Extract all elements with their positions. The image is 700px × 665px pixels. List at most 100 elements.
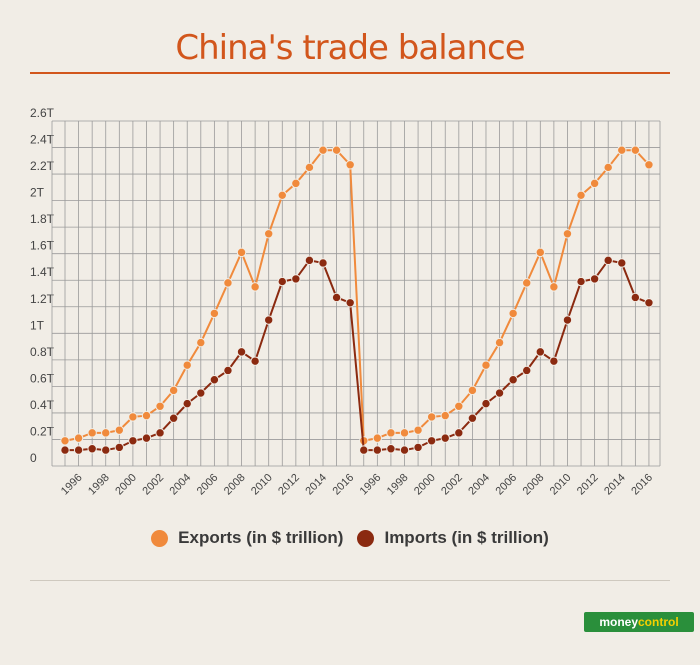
- legend-swatch-exports: [151, 529, 169, 547]
- y-tick-label: 0.2T: [30, 424, 55, 438]
- chart-legend: Exports (in $ trillion) Imports (in $ tr…: [0, 528, 700, 548]
- footer-divider: [30, 580, 670, 581]
- data-point-exports: [223, 278, 233, 288]
- data-point-imports: [304, 255, 315, 266]
- x-tick-label: 1998: [385, 472, 411, 498]
- data-point-exports: [196, 337, 206, 348]
- data-point-exports: [644, 160, 654, 170]
- data-point-imports: [250, 356, 260, 366]
- data-point-exports: [372, 433, 383, 443]
- x-tick-label: 2002: [140, 472, 166, 498]
- data-point-exports: [454, 401, 464, 411]
- data-point-imports: [481, 398, 491, 409]
- data-point-imports: [87, 444, 97, 454]
- data-point-imports: [508, 375, 518, 385]
- data-point-exports: [426, 412, 437, 422]
- y-tick-label: 0.8T: [30, 345, 55, 359]
- x-tick-label: 2006: [493, 472, 519, 498]
- data-point-exports: [576, 190, 586, 201]
- data-point-imports: [454, 428, 464, 438]
- data-point-exports: [345, 160, 355, 170]
- data-point-exports: [603, 162, 613, 173]
- data-point-imports: [589, 274, 600, 284]
- data-point-imports: [101, 445, 111, 455]
- y-tick-label: 1T: [30, 318, 45, 332]
- data-point-imports: [141, 433, 152, 443]
- data-point-exports: [440, 410, 450, 421]
- x-tick-label: 2016: [629, 472, 655, 498]
- data-point-exports: [114, 425, 125, 435]
- brand-logo-part1: money: [599, 615, 638, 629]
- x-tick-label: 2012: [575, 472, 601, 498]
- y-tick-label: 1.8T: [30, 212, 55, 226]
- legend-label-imports: Imports (in $ trillion): [384, 528, 549, 547]
- legend-item-exports: Exports (in $ trillion): [151, 528, 343, 548]
- x-tick-label: 1996: [358, 472, 384, 498]
- data-point-imports: [114, 442, 125, 453]
- x-tick-label: 2000: [113, 472, 139, 498]
- data-point-exports: [549, 282, 559, 292]
- y-tick-label: 1.4T: [30, 265, 55, 279]
- data-point-exports: [277, 190, 287, 201]
- x-tick-label: 2010: [249, 472, 275, 498]
- data-point-exports: [291, 178, 301, 189]
- line-chart: 0 0.2T 0.4T 0.6T 0.8T 1T 1.2T 1.4T 1.6T 1.8T 2T 2.2…: [30, 106, 661, 498]
- data-point-imports: [155, 428, 165, 438]
- y-tick-label: 1.2T: [30, 292, 55, 306]
- data-point-imports: [617, 258, 627, 268]
- y-tick-label: 2T: [30, 186, 45, 200]
- data-point-exports: [141, 410, 152, 421]
- data-point-imports: [535, 347, 545, 357]
- series-line-exports: [64, 149, 650, 442]
- x-tick-label: 2004: [466, 472, 492, 498]
- data-point-imports: [399, 445, 410, 455]
- data-point-imports: [440, 433, 450, 443]
- data-point-imports: [264, 315, 274, 325]
- y-tick-label: 0.6T: [30, 371, 55, 385]
- data-point-imports: [603, 255, 613, 266]
- data-point-imports: [386, 444, 396, 454]
- data-point-exports: [522, 278, 532, 288]
- legend-swatch-imports: [357, 529, 375, 547]
- data-point-imports: [196, 388, 206, 398]
- x-tick-label: 2014: [602, 472, 628, 498]
- data-point-exports: [494, 337, 505, 348]
- brand-logo: money control: [584, 612, 694, 632]
- data-point-imports: [494, 388, 505, 398]
- data-point-exports: [304, 162, 315, 173]
- data-point-exports: [101, 428, 111, 438]
- data-point-exports: [73, 433, 84, 443]
- legend-item-imports: Imports (in $ trillion): [357, 528, 549, 548]
- data-point-imports: [73, 445, 84, 455]
- data-point-exports: [617, 145, 627, 155]
- title-underline: [30, 72, 670, 74]
- data-point-imports: [467, 413, 478, 423]
- data-point-imports: [345, 298, 355, 308]
- x-tick-label: 1996: [59, 472, 85, 498]
- data-point-imports: [331, 292, 342, 303]
- x-tick-label: 2002: [439, 472, 465, 498]
- data-point-imports: [630, 292, 641, 303]
- x-tick-label: 2008: [521, 472, 547, 498]
- data-point-exports: [318, 145, 328, 155]
- data-point-exports: [155, 401, 165, 411]
- data-point-exports: [168, 385, 179, 396]
- data-point-exports: [60, 436, 70, 446]
- y-tick-label: 2.2T: [30, 159, 55, 173]
- data-point-imports: [576, 276, 586, 287]
- legend-label-exports: Exports (in $ trillion): [178, 528, 344, 547]
- data-point-exports: [467, 385, 478, 396]
- data-point-exports: [562, 229, 573, 239]
- x-tick-label: 2008: [222, 472, 248, 498]
- data-point-imports: [168, 413, 179, 423]
- data-point-exports: [399, 428, 410, 438]
- data-point-exports: [386, 428, 396, 438]
- data-point-imports: [209, 375, 220, 385]
- data-point-imports: [236, 347, 247, 357]
- data-point-imports: [291, 274, 301, 284]
- data-point-imports: [60, 445, 70, 455]
- data-point-exports: [250, 282, 260, 292]
- data-point-imports: [426, 436, 437, 446]
- x-tick-label: 2006: [195, 472, 221, 498]
- x-tick-label: 2000: [412, 472, 438, 498]
